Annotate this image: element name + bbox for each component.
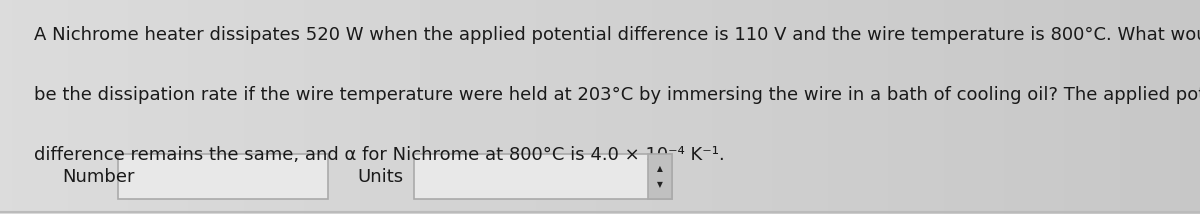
- Text: Units: Units: [358, 168, 403, 186]
- Text: A Nichrome heater dissipates 520 W when the applied potential difference is 110 : A Nichrome heater dissipates 520 W when …: [34, 26, 1200, 44]
- Text: Number: Number: [62, 168, 134, 186]
- FancyBboxPatch shape: [414, 154, 672, 199]
- FancyBboxPatch shape: [118, 154, 328, 199]
- Text: ▼: ▼: [658, 180, 662, 189]
- Text: difference remains the same, and α for Nichrome at 800°C is 4.0 × 10⁻⁴ K⁻¹.: difference remains the same, and α for N…: [34, 146, 725, 163]
- Text: be the dissipation rate if the wire temperature were held at 203°C by immersing : be the dissipation rate if the wire temp…: [34, 86, 1200, 104]
- FancyBboxPatch shape: [648, 154, 672, 199]
- Text: ▲: ▲: [658, 164, 662, 173]
